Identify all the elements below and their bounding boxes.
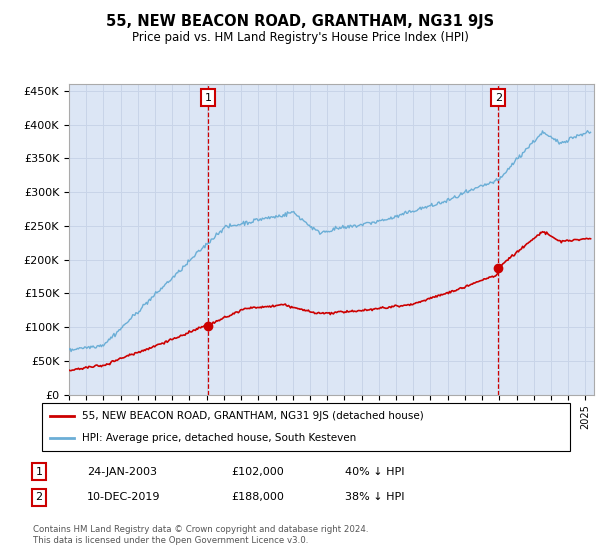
Text: 2: 2 bbox=[495, 92, 502, 102]
Text: HPI: Average price, detached house, South Kesteven: HPI: Average price, detached house, Sout… bbox=[82, 433, 356, 443]
Text: £188,000: £188,000 bbox=[231, 492, 284, 502]
Text: 2: 2 bbox=[35, 492, 43, 502]
Text: 1: 1 bbox=[35, 466, 43, 477]
Text: 55, NEW BEACON ROAD, GRANTHAM, NG31 9JS: 55, NEW BEACON ROAD, GRANTHAM, NG31 9JS bbox=[106, 14, 494, 29]
Text: 55, NEW BEACON ROAD, GRANTHAM, NG31 9JS (detached house): 55, NEW BEACON ROAD, GRANTHAM, NG31 9JS … bbox=[82, 411, 424, 421]
Text: £102,000: £102,000 bbox=[231, 466, 284, 477]
Text: Price paid vs. HM Land Registry's House Price Index (HPI): Price paid vs. HM Land Registry's House … bbox=[131, 31, 469, 44]
Text: 24-JAN-2003: 24-JAN-2003 bbox=[87, 466, 157, 477]
Text: 38% ↓ HPI: 38% ↓ HPI bbox=[345, 492, 404, 502]
Text: 10-DEC-2019: 10-DEC-2019 bbox=[87, 492, 161, 502]
Text: Contains HM Land Registry data © Crown copyright and database right 2024.
This d: Contains HM Land Registry data © Crown c… bbox=[33, 525, 368, 545]
Text: 1: 1 bbox=[205, 92, 211, 102]
Text: 40% ↓ HPI: 40% ↓ HPI bbox=[345, 466, 404, 477]
